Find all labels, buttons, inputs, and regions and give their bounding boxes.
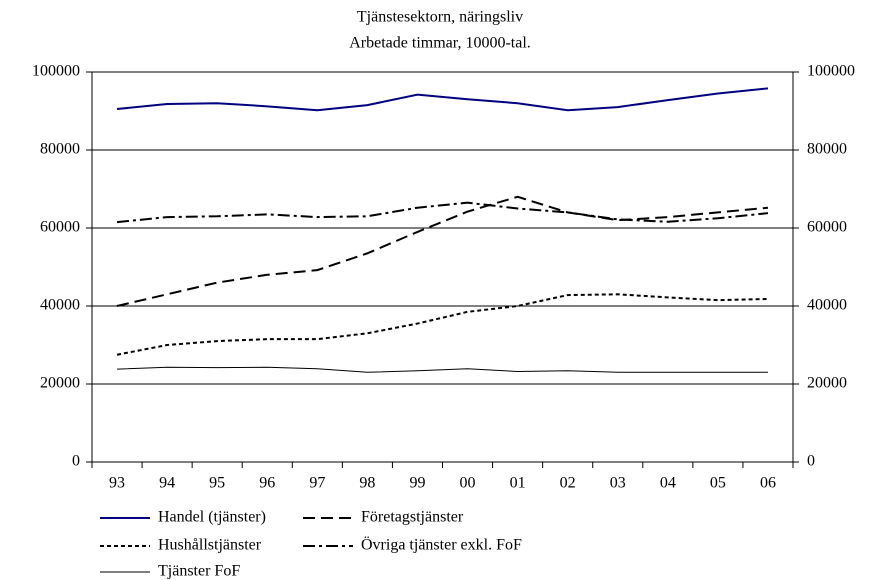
x-tick-label: 96	[259, 475, 275, 492]
x-tick-label: 94	[159, 475, 175, 492]
x-tick-label: 03	[610, 475, 626, 492]
series-line	[117, 366, 768, 373]
x-tick-label: 98	[359, 475, 375, 492]
chart-title: Tjänstesektorn, näringsliv	[357, 9, 523, 26]
y2-tick-label: 60000	[807, 219, 847, 236]
x-tick-label: 04	[660, 475, 676, 492]
series-line	[116, 293, 768, 356]
y-tick-label: 80000	[40, 141, 80, 158]
legend-label: Hushållstjänster	[158, 537, 262, 554]
y2-tick-label: 0	[807, 453, 815, 470]
legend-label: Företagstjänster	[361, 509, 464, 526]
x-tick-label: 02	[560, 475, 576, 492]
x-tick-label: 06	[760, 475, 776, 492]
x-tick-label: 01	[510, 475, 526, 492]
x-tick-label: 95	[209, 475, 225, 492]
y-tick-label: 40000	[40, 297, 80, 314]
y-tick-label: 60000	[40, 219, 80, 236]
y-tick-label: 20000	[40, 375, 80, 392]
y-tick-label: 100000	[32, 63, 80, 80]
x-tick-label: 05	[710, 475, 726, 492]
y2-tick-label: 40000	[807, 297, 847, 314]
legend-label: Handel (tjänster)	[158, 509, 266, 526]
y2-tick-label: 80000	[807, 141, 847, 158]
x-tick-label: 93	[109, 475, 125, 492]
y2-tick-label: 20000	[807, 375, 847, 392]
legend-label: Övriga tjänster exkl. FoF	[361, 536, 522, 554]
series-line	[116, 87, 769, 112]
series-line	[116, 201, 769, 224]
series-line	[116, 195, 769, 307]
y2-tick-label: 100000	[807, 63, 855, 80]
x-tick-label: 00	[460, 475, 476, 492]
chart-subtitle: Arbetade timmar, 10000-tal.	[349, 35, 531, 52]
x-tick-label: 97	[309, 475, 325, 492]
y-tick-label: 0	[72, 453, 80, 470]
legend-label: Tjänster FoF	[158, 563, 240, 580]
x-tick-label: 99	[409, 475, 425, 492]
